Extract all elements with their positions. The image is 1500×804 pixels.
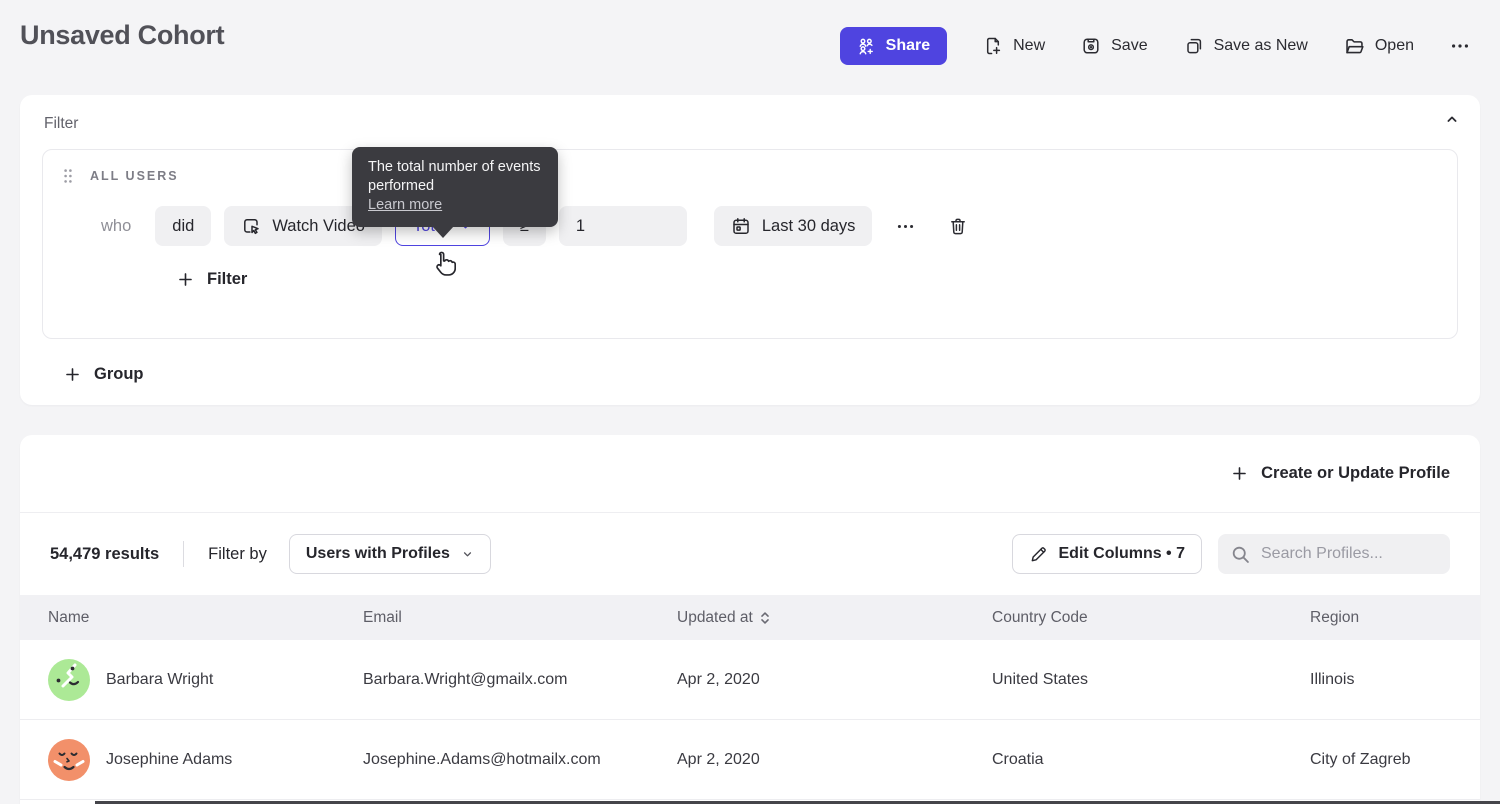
drag-handle-icon[interactable] [63, 168, 73, 184]
table-row[interactable]: Barbara Wright Barbara.Wright@gmailx.com… [20, 640, 1480, 720]
total-tooltip: The total number of events performed Lea… [352, 147, 558, 239]
profiles-panel-header: Create or Update Profile [20, 435, 1480, 513]
folder-open-icon [1344, 36, 1365, 57]
save-icon [1081, 36, 1101, 56]
profile-updated-at: Apr 2, 2020 [677, 670, 760, 688]
plus-icon [64, 366, 81, 383]
profile-email: Josephine.Adams@hotmailx.com [363, 750, 601, 768]
delete-condition-button[interactable] [942, 212, 974, 240]
click-event-icon [241, 216, 261, 236]
filter-by-label: Filter by [208, 544, 267, 563]
profiles-panel: Create or Update Profile 54,479 results … [20, 435, 1480, 804]
profile-name-cell: Barbara Wright [48, 658, 363, 701]
date-range-label: Last 30 days [761, 216, 856, 235]
create-or-update-profile-label: Create or Update Profile [1261, 464, 1450, 482]
vertical-divider [183, 541, 185, 567]
search-profiles-box [1218, 534, 1450, 574]
profile-country-code: United States [992, 670, 1089, 688]
header-actions: Share New Save [839, 27, 1470, 65]
table-row[interactable]: Josephine Adams Josephine.Adams@hotmailx… [20, 720, 1480, 800]
results-toolbar-right: Edit Columns • 7 [1011, 534, 1450, 574]
did-selector[interactable]: did [155, 206, 212, 246]
filter-panel-title: Filter [44, 115, 79, 132]
profile-region: Illinois [1310, 670, 1355, 688]
save-as-new-button-label: Save as New [1213, 37, 1308, 54]
learn-more-link[interactable]: Learn more [368, 197, 443, 214]
profile-region: City of Zagreb [1310, 750, 1411, 768]
value-input[interactable]: 1 [558, 206, 687, 246]
add-group-button-label: Group [94, 365, 144, 383]
column-header-region[interactable]: Region [1310, 608, 1360, 626]
new-button[interactable]: New [983, 36, 1045, 56]
new-document-icon [983, 36, 1003, 56]
save-button-label: Save [1111, 37, 1148, 54]
filter-group-header: ALL USERS [63, 168, 1437, 184]
tooltip-arrow [432, 226, 454, 239]
results-count: 54,479 results [50, 544, 160, 563]
page-title: Unsaved Cohort [20, 20, 225, 50]
search-profiles-input[interactable] [1261, 545, 1438, 563]
kebab-menu-icon [1450, 36, 1470, 56]
group-label: ALL USERS [90, 169, 179, 183]
add-filter-button[interactable]: Filter [177, 270, 247, 289]
chevron-down-icon [461, 548, 474, 561]
edit-columns-label: Edit Columns • 7 [1058, 545, 1186, 562]
save-as-new-button[interactable]: Save as New [1184, 36, 1308, 56]
column-header-name[interactable]: Name [48, 608, 90, 626]
filter-condition-row: who did Watch Video Total [101, 206, 1437, 246]
who-label: who [101, 216, 132, 235]
add-group-button[interactable]: Group [64, 365, 144, 384]
open-button-label: Open [1374, 37, 1414, 54]
profile-email: Barbara.Wright@gmailx.com [363, 670, 568, 688]
profile-updated-at: Apr 2, 2020 [677, 750, 760, 768]
kebab-menu-icon [896, 217, 915, 236]
share-button[interactable]: Share [839, 27, 948, 65]
copy-icon [1184, 36, 1204, 56]
search-icon [1230, 544, 1251, 565]
plus-icon [1231, 465, 1248, 482]
profile-name-cell: Josephine Adams [48, 738, 363, 781]
calendar-icon [731, 216, 751, 236]
event-selector-label: Watch Video [272, 216, 365, 235]
profile-country-code: Croatia [992, 750, 1044, 768]
column-header-email[interactable]: Email [363, 608, 402, 626]
filter-group: ALL USERS who did Watch Video Total [42, 149, 1458, 339]
share-button-label: Share [885, 37, 931, 54]
column-header-updated-at[interactable]: Updated at [677, 609, 992, 627]
bottom-edge-bar [95, 801, 1500, 804]
profile-name: Barbara Wright [106, 670, 214, 688]
column-header-country-code[interactable]: Country Code [992, 608, 1088, 626]
trash-icon [948, 216, 968, 236]
pencil-icon [1029, 545, 1048, 564]
avatar [48, 658, 90, 701]
edit-columns-button[interactable]: Edit Columns • 7 [1011, 534, 1202, 574]
create-or-update-profile-button[interactable]: Create or Update Profile [1231, 464, 1450, 483]
chevron-up-icon [1444, 111, 1460, 127]
add-filter-button-label: Filter [207, 270, 248, 288]
results-toolbar: 54,479 results Filter by Users with Prof… [20, 513, 1480, 595]
page-header: Unsaved Cohort Share [0, 0, 1500, 95]
condition-more-button[interactable] [890, 213, 921, 240]
table-header-row: Name Email Updated at Country Code Regio… [20, 595, 1480, 640]
open-button[interactable]: Open [1344, 36, 1414, 57]
profile-name: Josephine Adams [106, 750, 233, 768]
share-users-icon [857, 37, 876, 56]
filter-panel: Filter ALL USERS who did [20, 95, 1480, 405]
plus-icon [177, 271, 194, 288]
profile-filter-dropdown-value: Users with Profiles [305, 545, 450, 562]
avatar [48, 738, 90, 781]
sort-icon [760, 611, 770, 625]
date-range-selector[interactable]: Last 30 days [713, 206, 873, 246]
collapse-filter-button[interactable] [1444, 111, 1460, 127]
tooltip-text: The total number of events performed [368, 159, 541, 195]
column-header-updated-at-label: Updated at [677, 608, 753, 626]
more-options-button[interactable] [1450, 36, 1470, 56]
profile-filter-dropdown[interactable]: Users with Profiles [288, 534, 491, 574]
save-button[interactable]: Save [1081, 36, 1148, 56]
new-button-label: New [1013, 37, 1046, 54]
